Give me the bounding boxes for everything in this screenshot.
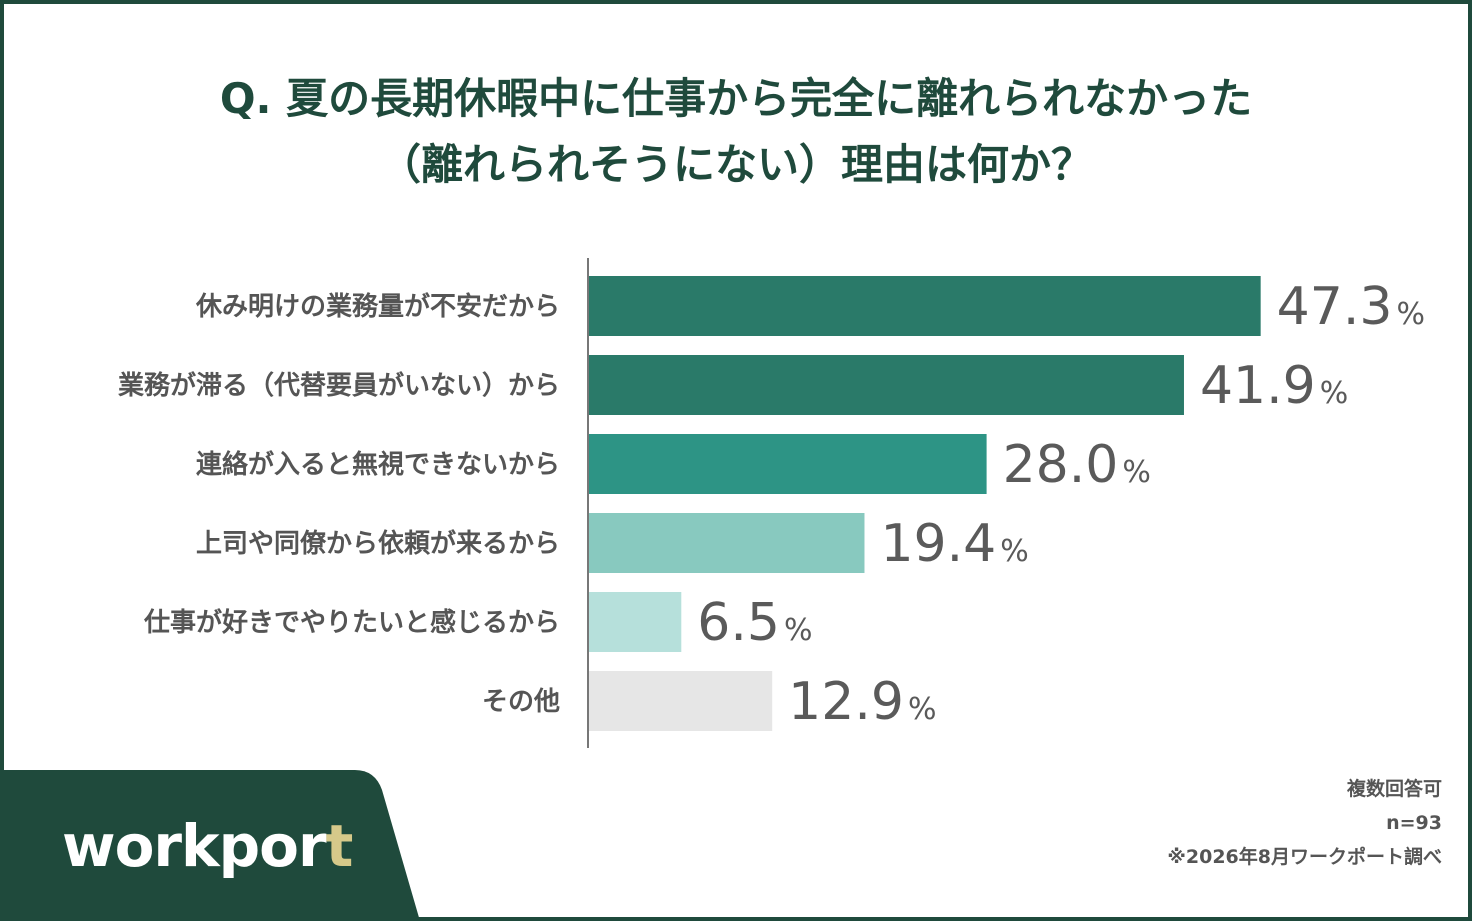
value-label: 12.9% bbox=[788, 672, 936, 732]
category-label: 連絡が入ると無視できないから bbox=[196, 449, 560, 480]
value-label: 47.3% bbox=[1277, 277, 1425, 337]
chart-title-line-2: （離れられそうにない）理由は何か？ bbox=[378, 140, 1093, 189]
value-label: 28.0% bbox=[1003, 435, 1151, 495]
value-label: 6.5% bbox=[697, 593, 812, 653]
multiple-answers-note: 複数回答可 bbox=[1346, 778, 1442, 800]
bar bbox=[589, 276, 1261, 336]
category-label: 休み明けの業務量が不安だから bbox=[195, 291, 560, 322]
category-label: 仕事が好きでやりたいと感じるから bbox=[143, 607, 560, 638]
bar bbox=[589, 434, 987, 494]
category-label: その他 bbox=[482, 687, 560, 717]
value-label: 19.4% bbox=[880, 514, 1028, 574]
bar bbox=[589, 513, 865, 573]
chart-title-line-1: Q. 夏の長期休暇中に仕事から完全に離れられなかった bbox=[219, 74, 1253, 123]
chart-notes: 複数回答可 n=93 ※2026年8月ワークポート調べ bbox=[1167, 772, 1442, 874]
category-label: 上司や同僚から依頼が来るから bbox=[196, 528, 560, 559]
bar bbox=[589, 671, 773, 731]
workport-logo: workport bbox=[62, 812, 353, 880]
bar bbox=[589, 355, 1184, 415]
category-label: 業務が滞る（代替要員がいない）から bbox=[118, 370, 560, 401]
brand-panel bbox=[0, 770, 420, 921]
source-note: ※2026年8月ワークポート調べ bbox=[1167, 846, 1442, 868]
bar bbox=[589, 592, 682, 652]
chart-title: Q. 夏の長期休暇中に仕事から完全に離れられなかった （離れられそうにない）理由… bbox=[0, 66, 1472, 198]
sample-size-note: n=93 bbox=[1386, 812, 1442, 834]
value-label: 41.9% bbox=[1200, 356, 1348, 416]
